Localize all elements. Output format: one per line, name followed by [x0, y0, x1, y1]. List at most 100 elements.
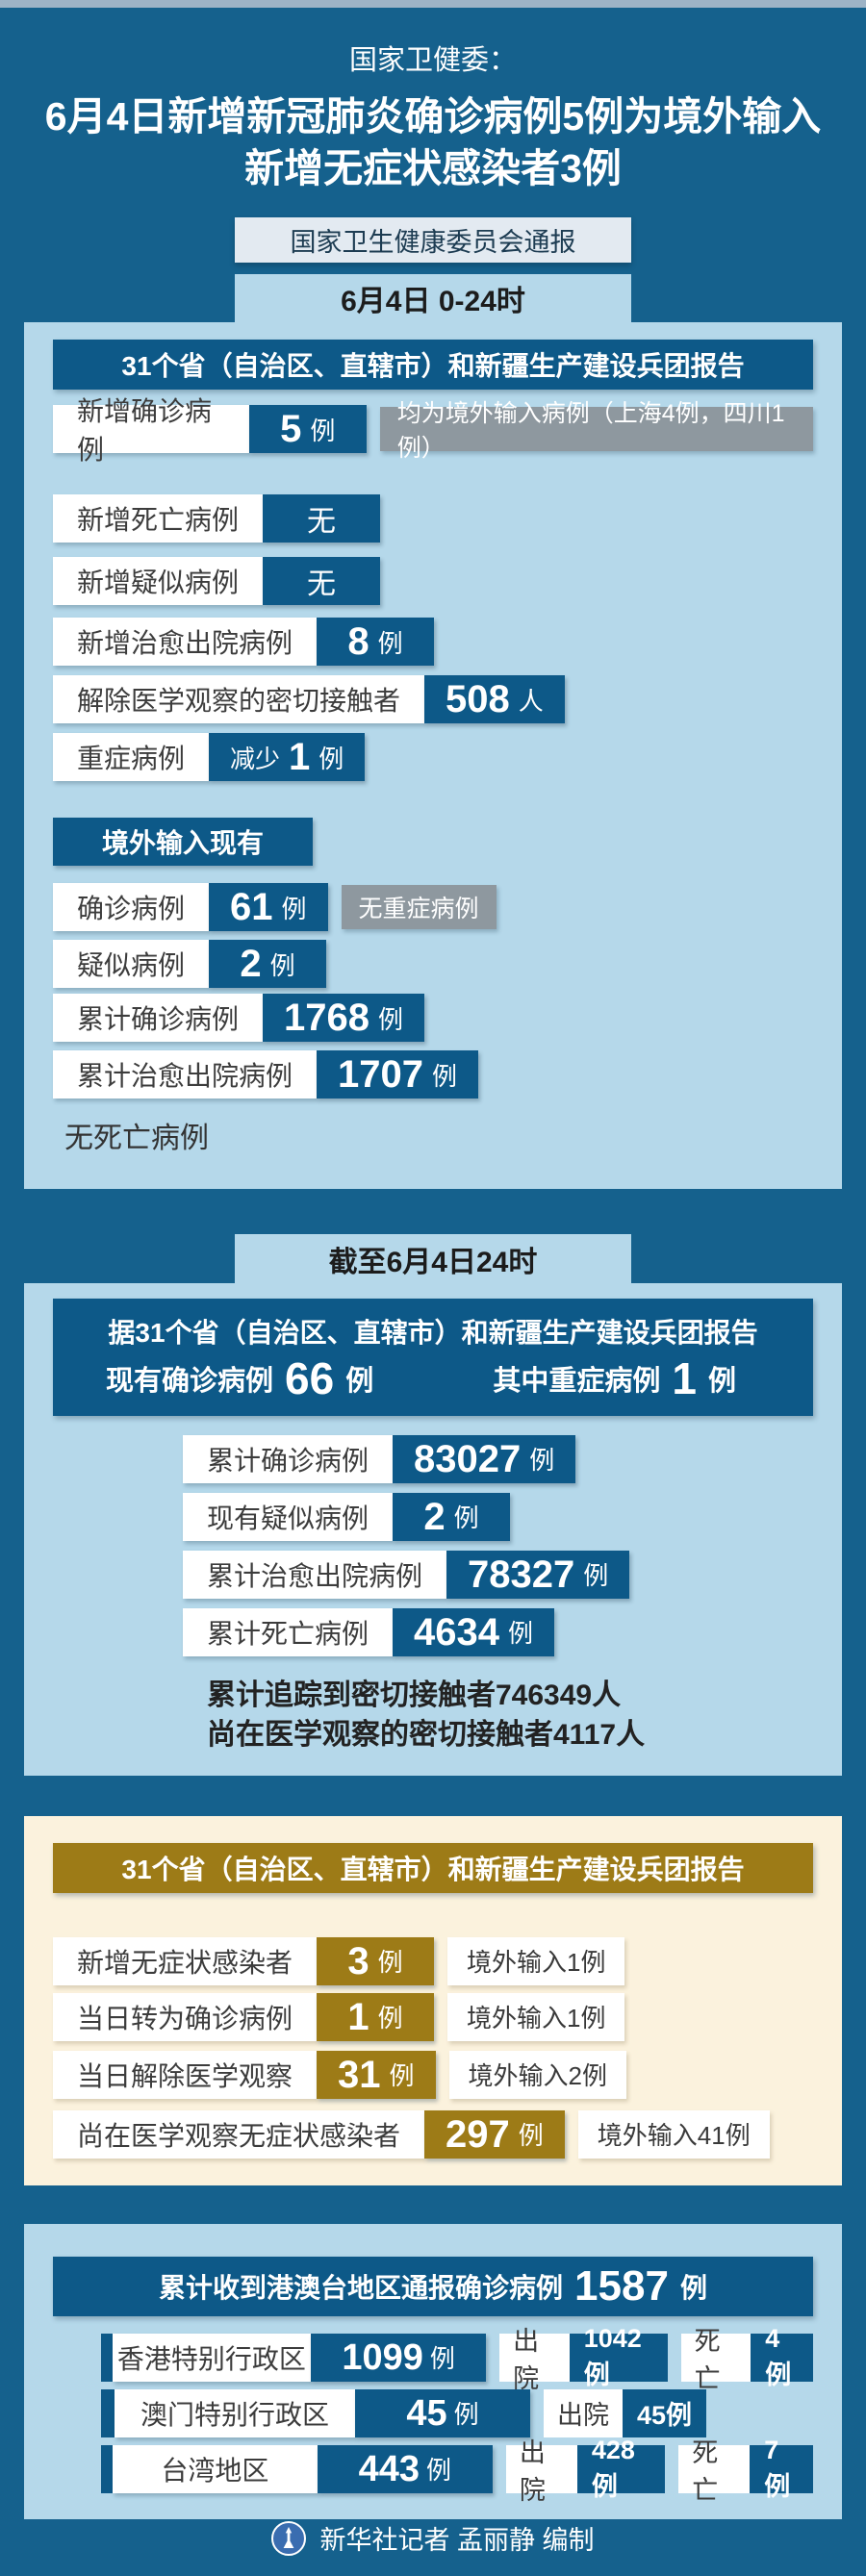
section4-header-bar: 累计收到港澳台地区通报确诊病例 1587 例 — [53, 2256, 813, 2316]
page-title: 6月4日新增新冠肺炎确诊病例5例为境外输入 新增无症状感染者3例 — [19, 90, 847, 194]
stat-label: 新增死亡病例 — [53, 494, 264, 543]
stat-value: 1707 例 — [317, 1050, 479, 1099]
stat-value: 1 例 — [317, 1992, 435, 2041]
footer-credit-text: 新华社记者 孟丽静 编制 — [319, 2526, 595, 2555]
section4-header-text: 累计收到港澳台地区通报确诊病例 — [159, 2272, 564, 2303]
row-accent-stripe — [101, 2388, 115, 2437]
stat-value: 无 — [263, 557, 381, 606]
contact-tracing-notes: 累计追踪到密切接触者746349人 尚在医学观察的密切接触者4117人 — [207, 1676, 813, 1776]
discharged-label: 出院 — [499, 2327, 570, 2393]
stat-row-imported-confirmed: 确诊病例 61 例 无重症病例 — [53, 883, 813, 932]
panel-daily-stats: 31个省（自治区、直辖市）和新疆生产建设兵团报告 新增确诊病例 5 例 均为境外… — [24, 322, 842, 1190]
stat-label: 当日转为确诊病例 — [53, 1992, 318, 2041]
discharged-value: 1042例 — [569, 2324, 668, 2389]
stat-note: 境外输入41例 — [577, 2109, 770, 2159]
stat-note: 均为境外输入病例（上海4例，四川1例） — [379, 400, 813, 462]
stat-value: 61 例 — [209, 883, 328, 932]
stat-label: 累计确诊病例 — [183, 1434, 394, 1483]
section2-headline-stats: 现有确诊病例 66 例 其中重症病例 1 例 — [53, 1351, 813, 1401]
stat-label: 现有疑似病例 — [183, 1492, 394, 1541]
stat-value: 无 — [263, 494, 381, 543]
region-label: 香港特别行政区 — [112, 2333, 312, 2382]
death-label: 死亡 — [678, 2438, 751, 2505]
stat-value: 508 人 — [424, 675, 565, 724]
footer-credit-bar: 新华社记者 孟丽静 编制 — [0, 2519, 866, 2557]
region-row-hongkong: 香港特别行政区 1099 例 出院 1042例 死亡 4例 — [101, 2324, 813, 2393]
stat-row-new-asymptomatic: 新增无症状感染者 3 例 境外输入1例 — [53, 1936, 813, 1985]
stat-label: 尚在医学观察无症状感染者 — [53, 2109, 425, 2159]
stat-label: 重症病例 — [53, 733, 210, 782]
stat-label: 新增无症状感染者 — [53, 1936, 318, 1985]
discharged-value: 45例 — [623, 2388, 707, 2437]
no-deaths-note: 无死亡病例 — [64, 1123, 209, 1155]
stat-value: 减少 1 例 — [209, 733, 366, 782]
stat-row-imported-total-confirmed: 累计确诊病例 1768 例 — [53, 994, 813, 1043]
stat-label: 当日解除医学观察 — [53, 2050, 318, 2099]
stat-row-total-confirmed: 累计确诊病例 83027 例 — [183, 1434, 813, 1483]
region-confirmed-value: 45 例 — [355, 2388, 530, 2437]
region-row-macau: 澳门特别行政区 45 例 出院 45例 — [101, 2388, 813, 2437]
stat-label: 累计确诊病例 — [53, 994, 264, 1043]
title-line-2: 新增无症状感染者3例 — [244, 146, 622, 190]
stat-value: 2 例 — [393, 1492, 511, 1541]
stat-label: 累计治愈出院病例 — [183, 1550, 447, 1599]
discharged-value: 428例 — [576, 2436, 666, 2501]
panel-asymptomatic-stats: 31个省（自治区、直辖市）和新疆生产建设兵团报告 新增无症状感染者 3 例 境外… — [24, 1815, 842, 2185]
stat-note: 无重症病例 — [341, 885, 497, 930]
stat-label: 累计死亡病例 — [183, 1607, 394, 1656]
stat-row-released-observation: 解除医学观察的密切接触者 508 人 — [53, 675, 813, 724]
stat-value: 297 例 — [424, 2109, 565, 2159]
stat-row-released-medical-observation: 当日解除医学观察 31 例 境外输入2例 — [53, 2050, 813, 2099]
row-accent-stripe — [101, 2333, 113, 2382]
imported-cases-subheader: 境外输入现有 — [53, 818, 313, 867]
region-label: 台湾地区 — [112, 2444, 318, 2493]
stat-value: 83027 例 — [393, 1434, 576, 1483]
stat-value: 78327 例 — [446, 1550, 630, 1599]
region-row-taiwan: 台湾地区 443 例 出院 428例 死亡 7例 — [101, 2436, 813, 2505]
stat-row-current-suspected: 现有疑似病例 2 例 — [183, 1492, 813, 1541]
death-value: 7例 — [750, 2436, 813, 2501]
tab-section1-date: 6月4日 0-24时 — [235, 273, 631, 323]
stat-value: 2 例 — [209, 940, 327, 989]
subtitle-badge: 国家卫生健康委员会通报 — [235, 217, 631, 263]
stat-row-new-confirmed: 新增确诊病例 5 例 均为境外输入病例（上海4例，四川1例） — [53, 396, 813, 465]
panel-hk-macau-taiwan: 累计收到港澳台地区通报确诊病例 1587 例 香港特别行政区 1099 例 出院… — [24, 2223, 842, 2519]
stat-note: 境外输入1例 — [447, 1992, 625, 2041]
footnote-traced: 累计追踪到密切接触者746349人 — [207, 1679, 622, 1711]
section3-header-bar: 31个省（自治区、直辖市）和新疆生产建设兵团报告 — [53, 1842, 813, 1893]
current-confirmed-stat: 现有确诊病例 66 例 — [106, 1352, 374, 1403]
stat-label: 新增疑似病例 — [53, 557, 264, 606]
row-accent-stripe — [101, 2444, 113, 2493]
discharged-label: 出院 — [505, 2438, 577, 2505]
stat-label: 解除医学观察的密切接触者 — [53, 675, 425, 724]
stat-label: 新增确诊病例 — [53, 396, 249, 465]
death-label: 死亡 — [680, 2327, 751, 2393]
stat-row-imported-suspected: 疑似病例 2 例 — [53, 940, 813, 989]
stat-label: 疑似病例 — [53, 940, 210, 989]
tab-section2-date: 截至6月4日24时 — [235, 1234, 631, 1283]
death-value: 4例 — [751, 2324, 813, 2389]
current-severe-stat: 其中重症病例 1 例 — [493, 1352, 736, 1403]
stat-label: 新增治愈出院病例 — [53, 618, 318, 667]
stat-label: 确诊病例 — [53, 883, 210, 932]
stat-note: 境外输入2例 — [448, 2050, 626, 2099]
stat-row-new-suspected: 新增疑似病例 无 — [53, 557, 813, 606]
section4-header-unit: 例 — [679, 2272, 707, 2303]
stat-value: 31 例 — [317, 2050, 436, 2099]
stat-value: 5 例 — [248, 405, 367, 454]
stat-value: 3 例 — [317, 1936, 435, 1985]
stat-row-converted-confirmed: 当日转为确诊病例 1 例 境外输入1例 — [53, 1992, 813, 2041]
region-confirmed-value: 443 例 — [317, 2444, 493, 2493]
stat-value: 1768 例 — [263, 994, 425, 1043]
stat-note: 境外输入1例 — [447, 1936, 625, 1985]
stat-row-asymptomatic-under-observation: 尚在医学观察无症状感染者 297 例 境外输入41例 — [53, 2109, 813, 2159]
xinhua-agency-logo-icon — [271, 2520, 307, 2556]
stat-row-total-recovered: 累计治愈出院病例 78327 例 — [183, 1550, 813, 1599]
region-confirmed-value: 1099 例 — [311, 2333, 487, 2382]
discharged-label: 出院 — [544, 2388, 623, 2437]
stat-value: 4634 例 — [393, 1607, 555, 1656]
section2-header-line: 据31个省（自治区、直辖市）和新疆生产建设兵团报告 — [108, 1317, 758, 1348]
section4-header-value: 1587 — [574, 2261, 669, 2310]
stat-row-severe-cases: 重症病例 减少 1 例 — [53, 733, 813, 782]
